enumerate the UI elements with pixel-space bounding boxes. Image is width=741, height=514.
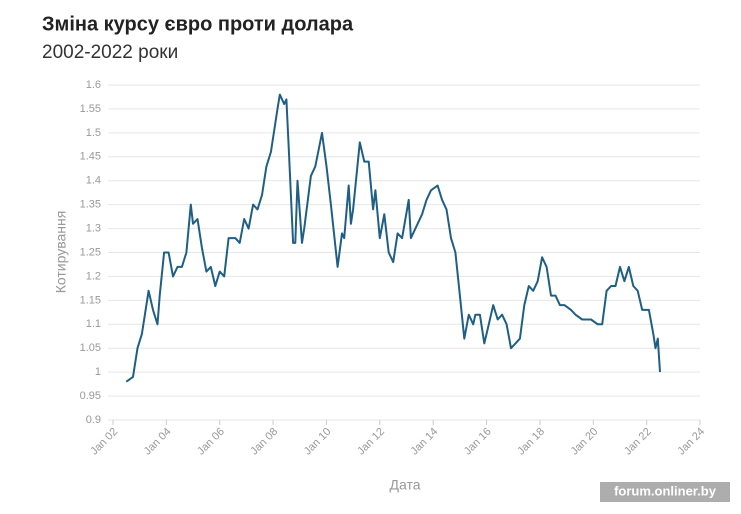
chart-title: Зміна курсу євро проти долара	[42, 13, 354, 35]
y-tick-label: 0.95	[80, 390, 101, 402]
y-tick-label: 1.45	[80, 151, 101, 163]
y-tick-label: 1.5	[86, 127, 101, 139]
y-tick-label: 1.25	[80, 246, 101, 258]
x-tick-label: Jan 14	[409, 426, 441, 458]
line	[125, 93, 661, 383]
y-tick-label: 1.55	[80, 103, 101, 115]
y-tick-label: 1.1	[86, 318, 101, 330]
y-tick-label: 1	[95, 366, 101, 378]
watermark-bg	[600, 482, 730, 502]
x-tick-label: Jan 10	[302, 426, 334, 458]
x-tick-label: Jan 04	[142, 426, 174, 458]
x-axis-label: Дата	[389, 477, 420, 493]
x-tick-label: Jan 16	[462, 426, 494, 458]
y-tick-label: 1.05	[80, 342, 101, 354]
x-tick-label: Jan 24	[675, 426, 707, 458]
x-tick-label: Jan 18	[515, 426, 547, 458]
y-tick-label: 0.9	[86, 414, 101, 426]
x-tick-label: Jan 08	[248, 426, 280, 458]
x-tick-label: Jan 06	[195, 426, 227, 458]
y-tick-label: 1.2	[86, 270, 101, 282]
x-tick-label: Jan 22	[622, 426, 654, 458]
y-tick-label: 1.3	[86, 222, 101, 234]
y-tick-label: 1.35	[80, 199, 101, 211]
chart-subtitle: 2002-2022 роки	[42, 42, 178, 63]
y-tick-label: 1.15	[80, 294, 101, 306]
y-tick-label: 1.4	[86, 175, 101, 187]
x-tick-label: Jan 02	[88, 426, 120, 458]
y-tick-label: 1.6	[86, 79, 101, 91]
watermark: forum.onliner.by	[614, 483, 717, 498]
x-tick-label: Jan 12	[355, 426, 387, 458]
x-tick-label: Jan 20	[569, 426, 601, 458]
y-axis-label: Котирування	[53, 211, 69, 294]
